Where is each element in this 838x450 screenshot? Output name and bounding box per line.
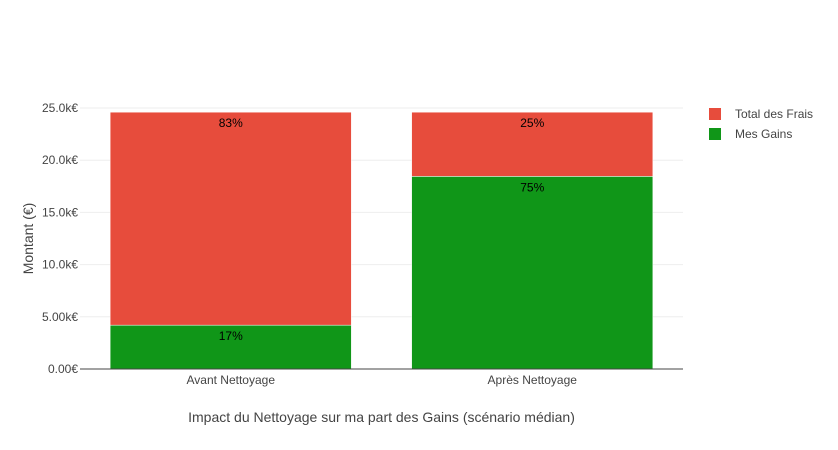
bar-segment	[109, 324, 352, 370]
legend-label: Mes Gains	[735, 127, 792, 141]
bar-data-label: 83%	[219, 116, 243, 130]
bar-data-label: 17%	[219, 329, 243, 343]
legend-swatch	[709, 108, 721, 120]
legend-label: Total des Frais	[735, 107, 813, 121]
y-tick-label: 5.00k€	[42, 310, 78, 324]
y-tick-label: 20.0k€	[42, 153, 78, 167]
y-tick-label: 25.0k€	[42, 101, 78, 115]
data-labels: 17% 83% 75% 25%	[219, 116, 545, 343]
legend: Total des Frais Mes Gains	[709, 107, 813, 141]
bars	[109, 111, 654, 370]
x-axis-title: Impact du Nettoyage sur ma part des Gain…	[188, 409, 575, 425]
x-tick-label: Avant Nettoyage	[186, 373, 275, 387]
bar-segment	[411, 176, 654, 370]
y-tick-label: 0.00€	[48, 362, 78, 376]
bar-data-label: 25%	[520, 116, 544, 130]
bar-segment	[109, 111, 352, 326]
axes: 0.00€ 5.00k€ 10.0k€ 15.0k€ 20.0k€ 25.0k€ Avant…	[42, 101, 683, 387]
y-tick-label: 15.0k€	[42, 205, 78, 219]
x-tick-label: Après Nettoyage	[488, 373, 578, 387]
legend-swatch	[709, 128, 721, 140]
y-axis-title: Montant (€)	[20, 203, 36, 275]
y-tick-label: 10.0k€	[42, 258, 78, 272]
bar-data-label: 75%	[520, 180, 544, 194]
bar-segment	[411, 111, 654, 177]
